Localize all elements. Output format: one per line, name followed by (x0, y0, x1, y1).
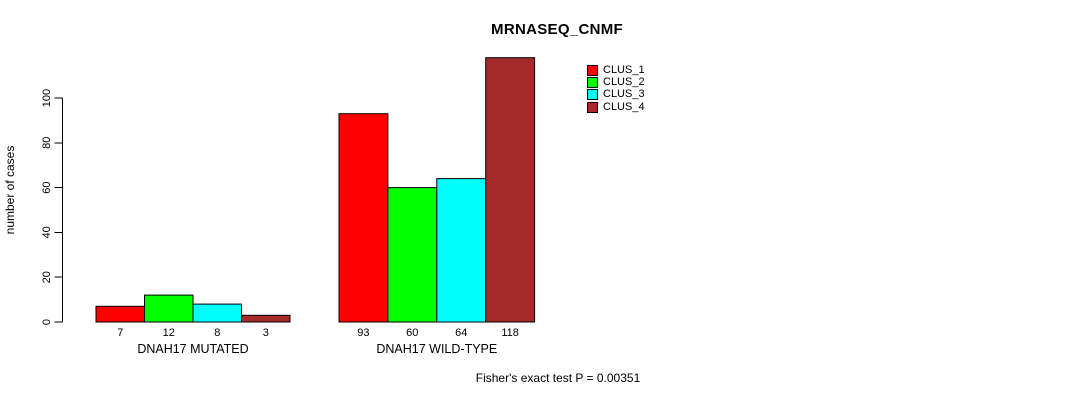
legend-item-clus_1: CLUS_1 (587, 64, 645, 76)
y-axis-tick-label: 20 (41, 271, 53, 283)
bar-clus_1 (338, 113, 389, 323)
bar-value-label: 60 (406, 327, 418, 339)
legend-swatch-icon (587, 89, 598, 101)
chart-title: MRNASEQ_CNMF (491, 21, 623, 38)
legend-item-clus_4: CLUS_4 (587, 101, 645, 113)
legend-label: CLUS_1 (603, 63, 645, 76)
group-label: DNAH17 MUTATED (137, 342, 248, 356)
y-axis-tick-label: 0 (41, 319, 53, 325)
legend-label: CLUS_3 (603, 88, 645, 101)
bar-clus_4 (241, 314, 291, 323)
legend-swatch-icon (587, 64, 598, 76)
bar-clus_3 (192, 303, 242, 323)
bar-clus_2 (144, 294, 194, 323)
bar-value-label: 64 (455, 327, 467, 339)
y-axis-tick-label: 60 (41, 181, 53, 193)
legend-label: CLUS_2 (603, 76, 645, 89)
bar-clus_3 (436, 178, 487, 323)
bar-clus_4 (485, 57, 536, 323)
bar-value-label: 7 (117, 327, 123, 339)
y-axis-tick-label: 40 (41, 226, 53, 238)
bar-value-label: 3 (263, 327, 269, 339)
bar-value-label: 118 (501, 327, 519, 339)
y-axis-tick-label: 80 (41, 137, 53, 149)
bar-value-label: 12 (163, 327, 175, 339)
bar-value-label: 8 (214, 327, 220, 339)
bar-value-label: 93 (357, 327, 369, 339)
bar-clus_1 (95, 305, 145, 323)
legend-item-clus_2: CLUS_2 (587, 76, 645, 89)
group-label: DNAH17 WILD-TYPE (376, 342, 497, 356)
y-axis-tick-label: 100 (41, 89, 53, 107)
fisher-test-footnote: Fisher's exact test P = 0.00351 (475, 371, 641, 385)
legend: CLUS_1 CLUS_2 CLUS_3 CLUS_4 (587, 64, 645, 114)
legend-swatch-icon (587, 101, 598, 113)
bar-clus_2 (387, 187, 438, 323)
y-axis-title: number of cases (3, 146, 17, 235)
legend-swatch-icon (587, 77, 598, 89)
legend-label: CLUS_4 (603, 100, 645, 113)
legend-item-clus_3: CLUS_3 (587, 89, 645, 101)
